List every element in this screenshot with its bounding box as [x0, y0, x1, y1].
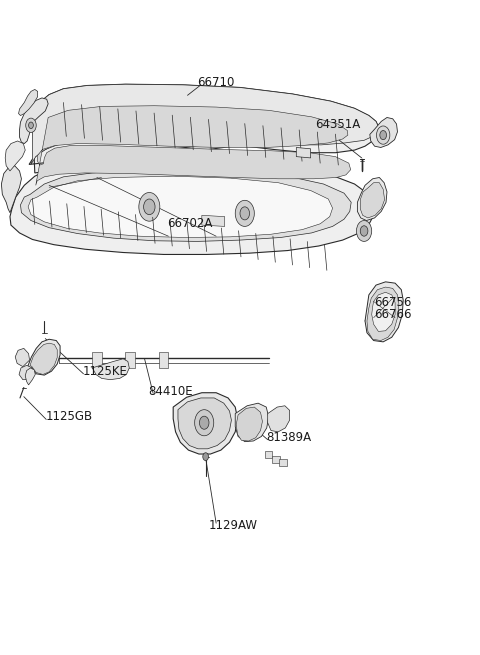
Polygon shape: [21, 170, 351, 242]
Polygon shape: [19, 90, 37, 115]
Polygon shape: [202, 215, 225, 227]
Text: 66766: 66766: [374, 308, 412, 321]
Circle shape: [240, 207, 250, 220]
Text: 1125KE: 1125KE: [83, 365, 127, 378]
Circle shape: [203, 453, 208, 460]
Polygon shape: [296, 147, 311, 158]
Circle shape: [26, 118, 36, 132]
Circle shape: [195, 409, 214, 436]
Polygon shape: [1, 166, 22, 213]
Polygon shape: [370, 117, 397, 147]
Text: 66702A: 66702A: [168, 217, 213, 230]
Polygon shape: [92, 359, 129, 380]
Polygon shape: [268, 405, 289, 432]
Polygon shape: [5, 141, 25, 171]
Polygon shape: [173, 393, 238, 454]
Polygon shape: [159, 352, 168, 368]
Circle shape: [235, 200, 254, 227]
Polygon shape: [360, 183, 384, 218]
Polygon shape: [30, 343, 57, 375]
Text: 1129AW: 1129AW: [208, 519, 257, 533]
Circle shape: [144, 199, 155, 215]
Polygon shape: [279, 459, 287, 466]
Polygon shape: [29, 84, 378, 173]
Polygon shape: [272, 456, 280, 462]
Circle shape: [360, 226, 368, 236]
Polygon shape: [178, 398, 231, 449]
Circle shape: [29, 122, 34, 128]
Polygon shape: [236, 407, 263, 441]
Text: 66756: 66756: [374, 296, 412, 309]
Polygon shape: [358, 178, 387, 221]
Polygon shape: [365, 282, 403, 342]
Polygon shape: [92, 352, 102, 368]
Polygon shape: [372, 292, 395, 331]
Polygon shape: [125, 352, 135, 368]
Circle shape: [199, 416, 209, 429]
Polygon shape: [15, 348, 30, 367]
Circle shape: [380, 130, 386, 140]
Polygon shape: [25, 368, 35, 385]
Polygon shape: [235, 403, 269, 441]
Polygon shape: [367, 287, 399, 341]
Polygon shape: [28, 339, 60, 375]
Circle shape: [139, 193, 160, 221]
Polygon shape: [28, 176, 333, 238]
Text: 81389A: 81389A: [267, 430, 312, 443]
Circle shape: [376, 126, 390, 144]
Polygon shape: [265, 451, 273, 458]
Text: 64351A: 64351A: [315, 117, 360, 130]
Text: 1125GB: 1125GB: [45, 410, 93, 423]
Polygon shape: [31, 84, 378, 164]
Polygon shape: [10, 162, 374, 254]
Text: 84410E: 84410E: [148, 385, 193, 398]
Circle shape: [357, 221, 372, 242]
Polygon shape: [20, 98, 48, 143]
Polygon shape: [19, 365, 33, 380]
Text: 66710: 66710: [197, 77, 234, 90]
Polygon shape: [36, 105, 351, 185]
